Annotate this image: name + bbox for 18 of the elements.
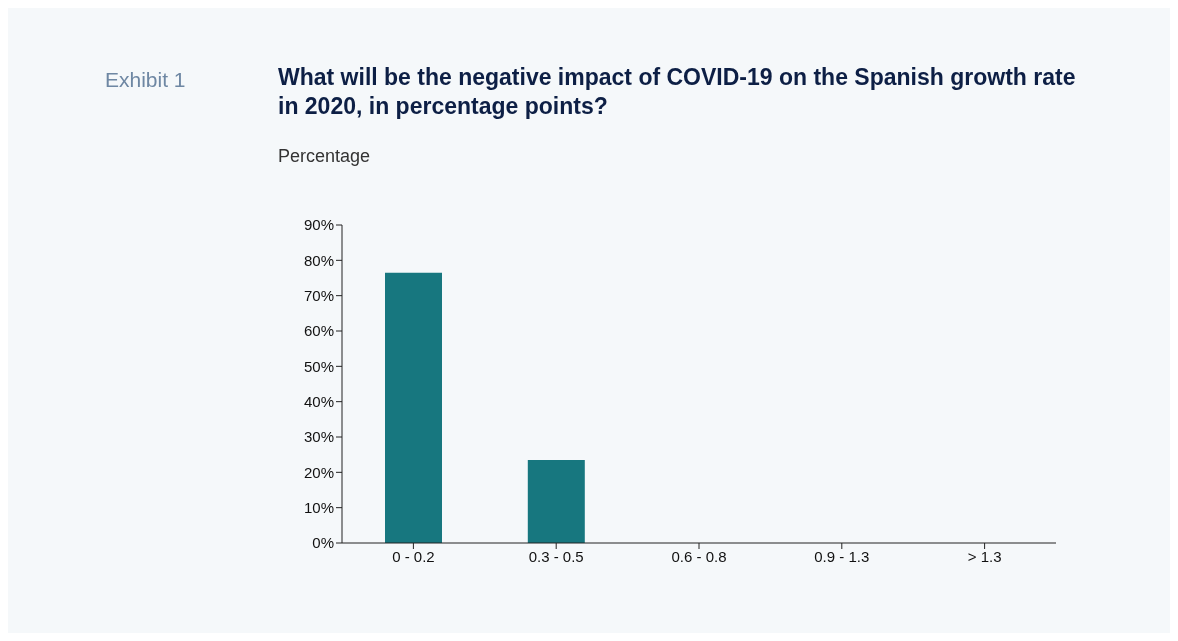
y-tick-label: 50% [303,357,334,375]
chart-title: What will be the negative impact of COVID-19 on the Spanish growth rate in 2020, in percentage points? [278,63,1077,121]
x-tick-label: > 1.3 [967,547,1002,565]
y-tick-label: 20% [303,463,334,481]
x-tick-label: 0.6 - 0.8 [671,547,727,565]
y-tick-label: 10% [303,498,334,516]
y-tick-label: 60% [303,322,334,340]
x-tick-label: 0.9 - 1.3 [814,547,870,565]
text: Exhibit 1 [105,68,186,92]
y-tick-label: 0% [312,534,334,552]
y-tick-label: 90% [303,216,334,234]
y-tick-label: 40% [303,392,334,410]
x-tick-label: 0 - 0.2 [392,547,435,565]
y-tick-label: 70% [303,286,334,304]
y-tick-label: 30% [303,428,334,446]
y-tick-label: 80% [303,251,334,269]
y-axis-title: Percentage [278,146,371,167]
x-tick-label: 0.3 - 0.5 [528,547,584,565]
